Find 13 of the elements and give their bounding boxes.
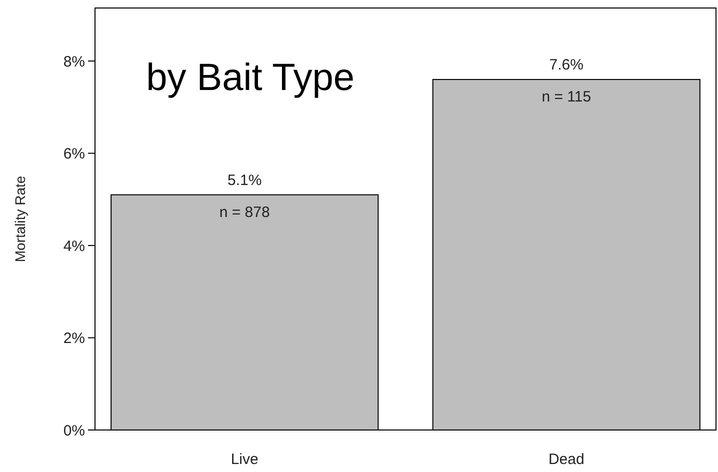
y-tick-label: 4% bbox=[63, 238, 85, 255]
annotation: n = 878 bbox=[219, 204, 270, 221]
y-axis-title: Mortality Rate bbox=[12, 176, 28, 262]
x-tick-label: Dead bbox=[548, 451, 584, 468]
x-tick-label: Live bbox=[230, 451, 258, 468]
text: by Bait Type bbox=[146, 57, 355, 99]
data-label: 7.6% bbox=[549, 56, 584, 74]
data-label: 5.1% bbox=[228, 172, 262, 189]
y-tick-label: 0% bbox=[63, 422, 85, 440]
y-tick-label: 8% bbox=[63, 53, 85, 70]
annotation: n = 115 bbox=[542, 88, 592, 106]
y-tick-label: 6% bbox=[63, 146, 85, 163]
y-tick-label: 2% bbox=[63, 330, 85, 348]
